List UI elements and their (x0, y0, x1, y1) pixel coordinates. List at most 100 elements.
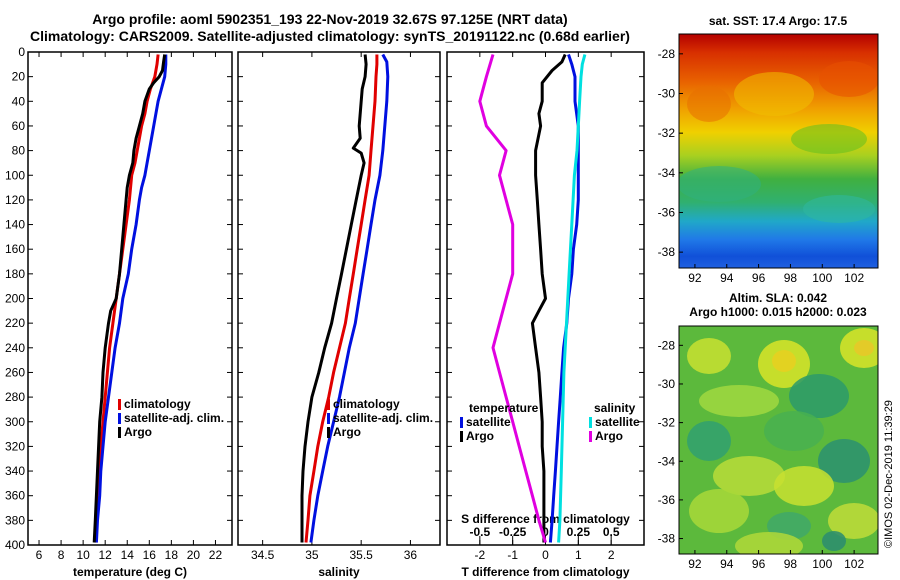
series-line-climatology (93, 54, 160, 543)
legend-swatch (327, 399, 330, 410)
x-tick-label: 1 (575, 548, 582, 562)
y-tick-label: 40 (12, 94, 26, 108)
map-x-tick-label: 98 (784, 271, 798, 285)
x-tick-label: 0 (542, 548, 549, 562)
map-x-tick-label: 94 (720, 271, 734, 285)
y-tick-label: 300 (5, 415, 25, 429)
x-tick-label: -2 (474, 548, 485, 562)
map-x-tick-label: 100 (812, 271, 832, 285)
y-tick-label: 320 (5, 439, 25, 453)
y-tick-label: 100 (5, 168, 25, 182)
legend-swatch (118, 427, 121, 438)
x-tick-label: 10 (76, 548, 90, 562)
sla-feature (689, 489, 749, 533)
map-x-tick-label: 94 (720, 557, 734, 571)
sla-feature (764, 411, 824, 451)
x-tick-label: 34.5 (251, 548, 275, 562)
x-tick-label: 2 (608, 548, 615, 562)
y-tick-label: 340 (5, 464, 25, 478)
x-tick-label: -1 (507, 548, 518, 562)
map-y-tick-label: -28 (658, 47, 676, 61)
map-y-tick-label: -38 (658, 532, 676, 546)
sst-map-title: sat. SST: 17.4 Argo: 17.5 (709, 14, 848, 28)
y-tick-label: 20 (12, 70, 26, 84)
legend-swatch (327, 427, 330, 438)
y-tick-label: 280 (5, 390, 25, 404)
sla-feature (774, 466, 834, 506)
legend-label: Argo (124, 425, 152, 439)
sst-feature (803, 195, 875, 223)
y-tick-label: 260 (5, 365, 25, 379)
series-line-s-satellite (557, 54, 587, 543)
y-tick-label: 200 (5, 292, 25, 306)
x-tick-label: 14 (121, 548, 135, 562)
sla-map-title-line2: Argo h1000: 0.015 h2000: 0.023 (689, 305, 867, 319)
secondary-x-axis-label: S difference from climatology (461, 512, 630, 526)
sst-feature (687, 86, 731, 122)
map-y-tick-label: -34 (658, 454, 676, 468)
sla-feature (772, 350, 796, 372)
map-x-tick-label: 96 (752, 271, 766, 285)
map-y-tick-label: -30 (658, 377, 676, 391)
y-tick-label: 80 (12, 144, 26, 158)
legend-label: satellite-adj. clim. (124, 411, 224, 425)
x-tick-label: 22 (209, 548, 223, 562)
y-tick-label: 360 (5, 489, 25, 503)
series-line-s-argo (478, 54, 547, 543)
legend-label: climatology (124, 397, 191, 411)
figure-title-line1: Argo profile: aoml 5902351_193 22-Nov-20… (92, 11, 568, 27)
sla-feature (854, 340, 874, 356)
legend-swatch (589, 417, 592, 428)
x-tick-label: 20 (187, 548, 201, 562)
y-tick-label: 160 (5, 242, 25, 256)
map-x-tick-label: 98 (784, 557, 798, 571)
map-frame (678, 325, 879, 555)
x-tick-label: 35.5 (349, 548, 373, 562)
secondary-x-tick-label: -0.5 (469, 525, 490, 539)
sst-feature (791, 124, 867, 154)
map-field (679, 326, 878, 554)
y-tick-label: 60 (12, 119, 26, 133)
sla-feature (818, 439, 870, 483)
y-tick-label: 380 (5, 513, 25, 527)
map-y-tick-label: -36 (658, 205, 676, 219)
sst-feature (819, 61, 878, 97)
legend-label: climatology (333, 397, 400, 411)
x-tick-label: 18 (165, 548, 179, 562)
series-line-t-argo (530, 53, 567, 543)
x-axis-label: temperature (deg C) (73, 565, 187, 579)
secondary-x-tick-label: 0.5 (603, 525, 620, 539)
panel-frame (237, 51, 441, 546)
series-line-argo (300, 54, 368, 543)
sla-feature (789, 374, 849, 418)
sla-feature (713, 456, 785, 496)
legend-label: satellite-adj. clim. (333, 411, 433, 425)
series-line-satellite-adj-clim- (94, 54, 168, 543)
profile-panel-salinity: 34.5 35 35.5 36 salinity climatologysatellite… (237, 51, 441, 579)
map-y-tick-label: -34 (658, 166, 676, 180)
x-tick-label: 35 (305, 548, 319, 562)
x-axis-label: T difference from climatology (461, 565, 629, 579)
map-frame (678, 33, 879, 269)
legend-swatch (118, 399, 121, 410)
map-y-tick-label: -28 (658, 338, 676, 352)
sla-feature (687, 338, 731, 374)
x-tick-label: 6 (36, 548, 43, 562)
sst-feature (679, 166, 761, 202)
legend-swatch (589, 431, 592, 442)
profile-panel-temperature: 6 8 10 12 14 16 18 20 22 temperature (deg C) 0 20 40… (5, 45, 233, 579)
y-tick-label: 240 (5, 341, 25, 355)
map-x-tick-label: 92 (688, 557, 702, 571)
map-y-tick-label: -38 (658, 245, 676, 259)
map-x-tick-label: 100 (812, 557, 832, 571)
legend-swatch (118, 413, 121, 424)
sla-feature (687, 421, 731, 461)
y-tick-label: 140 (5, 218, 25, 232)
series-line-satellite-adj-clim- (309, 53, 390, 543)
sla-map-title-line1: Altim. SLA: 0.042 (729, 291, 827, 305)
legend-label: satellite (595, 415, 640, 429)
sst-feature (734, 72, 814, 116)
series-line-argo (92, 54, 167, 543)
secondary-x-tick-label: 0.25 (567, 525, 591, 539)
